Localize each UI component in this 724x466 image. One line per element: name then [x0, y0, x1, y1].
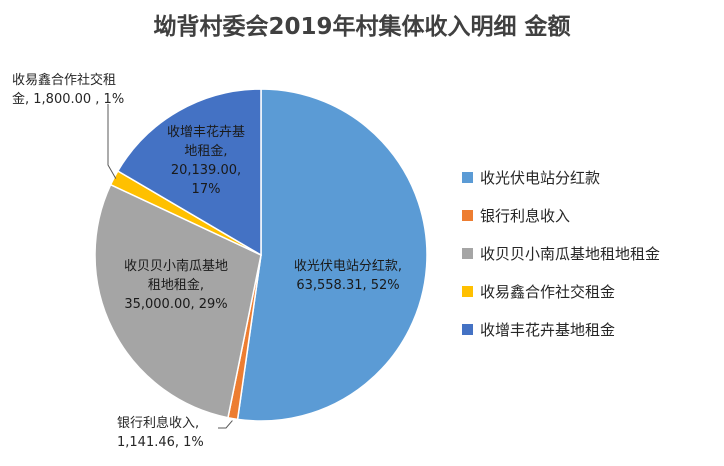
legend-swatch: [462, 286, 473, 297]
data-label-line: 地租金,: [184, 143, 227, 159]
leader-lines: [107, 104, 233, 429]
legend-label: 银行利息收入: [480, 207, 570, 225]
data-label-line: 20,139.00,: [171, 163, 241, 178]
data-label-line: 银行利息收入,: [117, 415, 199, 431]
pie-slice: [236, 88, 428, 422]
data-label: 收光伏电站分红款, 63,558.31, 52%: [294, 258, 402, 293]
legend-swatch: [462, 172, 473, 183]
pie-slice: [94, 183, 262, 419]
legend-label: 收增丰花卉基地租金: [480, 321, 615, 339]
data-label-line: 63,558.31, 52%: [296, 278, 399, 293]
data-label-line: 1,141.46, 1%: [117, 435, 204, 450]
pie-slice: [116, 88, 262, 257]
data-label-line: 收贝贝小南瓜基地: [124, 258, 228, 274]
data-label-line: 收易鑫合作社交租: [12, 72, 116, 88]
pie-slices: [94, 88, 428, 422]
data-label: 收增丰花卉基地租金, 20,139.00, 17%: [167, 124, 245, 197]
legend-swatch: [462, 324, 473, 335]
data-label-line: 收光伏电站分红款,: [294, 258, 402, 274]
chart-title: 坳背村委会2019年村集体收入明细 金额: [153, 13, 570, 40]
legend-label: 收贝贝小南瓜基地租地租金: [480, 245, 660, 263]
legend: 收光伏电站分红款银行利息收入收贝贝小南瓜基地租地租金收易鑫合作社交租金收增丰花卉…: [462, 169, 660, 339]
legend-swatch: [462, 248, 473, 259]
data-label-line: 收增丰花卉基: [167, 124, 245, 140]
legend-swatch: [462, 210, 473, 221]
data-label-line: 租地租金,: [148, 277, 204, 293]
data-labels: 收光伏电站分红款, 63,558.31, 52% 银行利息收入, 1,141.46, …: [12, 72, 402, 450]
legend-label: 收易鑫合作社交租金: [480, 283, 615, 301]
data-label: 银行利息收入, 1,141.46, 1%: [117, 415, 204, 450]
data-label-line: 35,000.00, 29%: [124, 297, 227, 312]
legend-label: 收光伏电站分红款: [480, 169, 600, 187]
data-label: 收贝贝小南瓜基地租地租金, 35,000.00, 29%: [124, 258, 228, 312]
data-label-line: 金, 1,800.00 , 1%: [12, 91, 124, 107]
data-label-line: 17%: [192, 182, 221, 197]
data-label: 收易鑫合作社交租金, 1,800.00 , 1%: [12, 72, 124, 107]
leader-line: [218, 420, 233, 429]
leader-line: [107, 104, 117, 179]
